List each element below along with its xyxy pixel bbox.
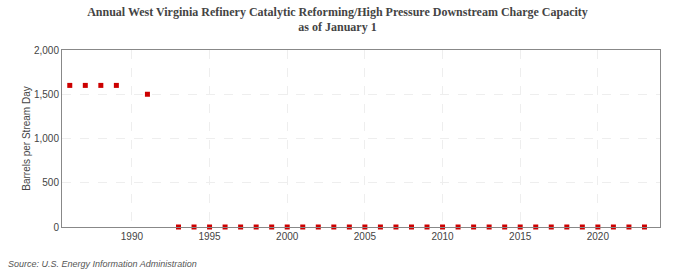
svg-text:2015: 2015 <box>509 231 532 242</box>
svg-text:0: 0 <box>53 222 59 233</box>
svg-text:2010: 2010 <box>431 231 454 242</box>
svg-text:2020: 2020 <box>587 231 610 242</box>
svg-text:1,000: 1,000 <box>34 133 59 144</box>
svg-text:2005: 2005 <box>354 231 377 242</box>
svg-text:500: 500 <box>42 177 59 188</box>
svg-text:Barrels per Stream Day: Barrels per Stream Day <box>21 86 32 190</box>
svg-text:Source: U.S. Energy Informatio: Source: U.S. Energy Information Administ… <box>8 259 197 269</box>
svg-text:1,500: 1,500 <box>34 89 59 100</box>
svg-text:2,000: 2,000 <box>34 45 59 56</box>
svg-text:1995: 1995 <box>198 231 221 242</box>
svg-text:Annual West Virginia Refinery: Annual West Virginia Refinery Catalytic … <box>87 5 588 35</box>
svg-text:1990: 1990 <box>121 231 144 242</box>
svg-text:2000: 2000 <box>276 231 299 242</box>
